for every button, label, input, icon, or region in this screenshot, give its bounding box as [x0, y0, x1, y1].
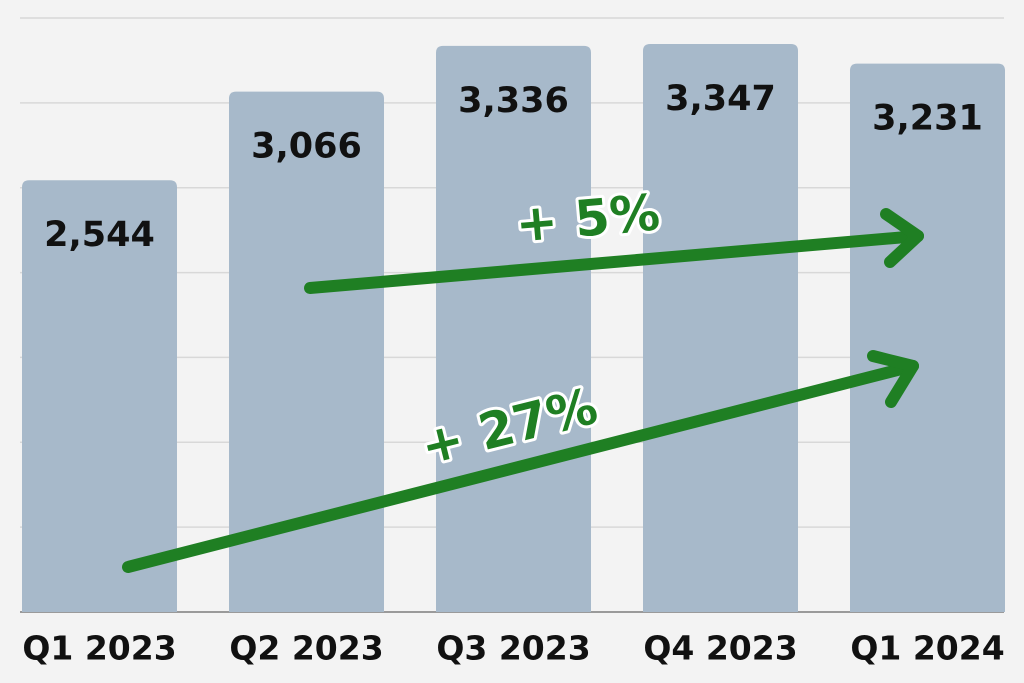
x-tick-label: Q4 2023 [643, 629, 797, 668]
value-label: 3,336 [458, 81, 569, 121]
arrow-head [867, 350, 919, 408]
bar [22, 180, 177, 612]
arrow [122, 360, 919, 573]
bar [229, 91, 384, 612]
bar [643, 43, 798, 612]
value-label: 3,347 [665, 79, 776, 119]
arrows [122, 208, 924, 573]
value-label: 2,544 [44, 215, 155, 255]
x-tick-label: Q1 2023 [22, 629, 176, 668]
bars: 2,544 3,066 3,336 3,347 3,231 [22, 43, 1005, 613]
value-label: 3,066 [251, 127, 362, 167]
bar [436, 45, 591, 613]
arrow-head [880, 208, 924, 268]
arrow [304, 230, 924, 294]
x-tick-label: Q1 2024 [850, 629, 1004, 668]
x-tick-label: Q2 2023 [229, 629, 383, 668]
x-tick-label: Q3 2023 [436, 629, 590, 668]
annotation: + 5% [513, 183, 662, 253]
bar [850, 63, 1005, 613]
value-label: 3,231 [872, 99, 983, 139]
